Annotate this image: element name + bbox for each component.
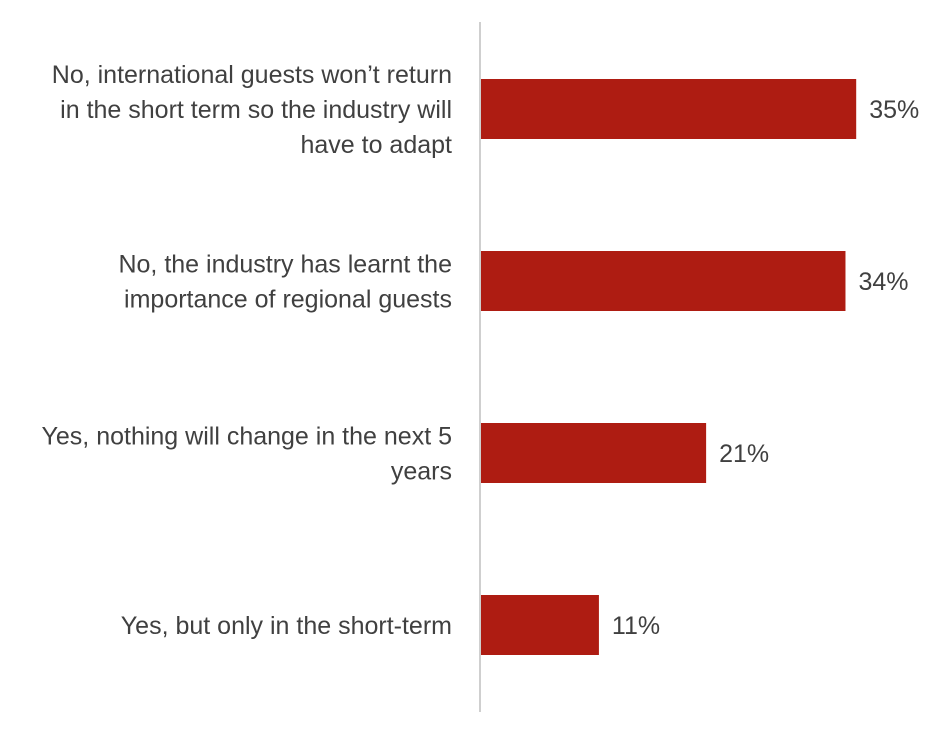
category-label-group: No, international guests won’t return in …: [42, 61, 453, 640]
bar-2: [481, 251, 846, 311]
category-label-line: importance of regional guests: [124, 286, 452, 314]
category-label-line: Yes, nothing will change in the next 5: [42, 423, 452, 451]
category-label-line: Yes, but only in the short-term: [121, 612, 452, 640]
category-label-line: years: [391, 458, 452, 486]
bar-1: [481, 79, 857, 139]
category-label-line: No, international guests won’t return: [52, 61, 452, 89]
value-label-4: 11%: [612, 612, 660, 640]
bar-group: [481, 79, 857, 655]
value-label-3: 21%: [719, 440, 769, 468]
category-label-line: No, the industry has learnt the: [118, 251, 452, 279]
category-label-1: No, international guests won’t return in …: [52, 61, 452, 159]
category-label-3: Yes, nothing will change in the next 5 ye…: [42, 423, 452, 486]
value-label-2: 34%: [858, 268, 908, 296]
category-label-2: No, the industry has learnt the importanc…: [118, 251, 452, 314]
value-label-1: 35%: [869, 96, 919, 124]
category-label-line: have to adapt: [300, 131, 452, 159]
category-label-line: in the short term so the industry will: [60, 96, 452, 124]
value-label-group: 35% 34% 21% 11%: [612, 96, 919, 640]
bar-3: [481, 423, 707, 483]
bar-4: [481, 595, 599, 655]
category-label-4: Yes, but only in the short-term: [121, 612, 452, 640]
